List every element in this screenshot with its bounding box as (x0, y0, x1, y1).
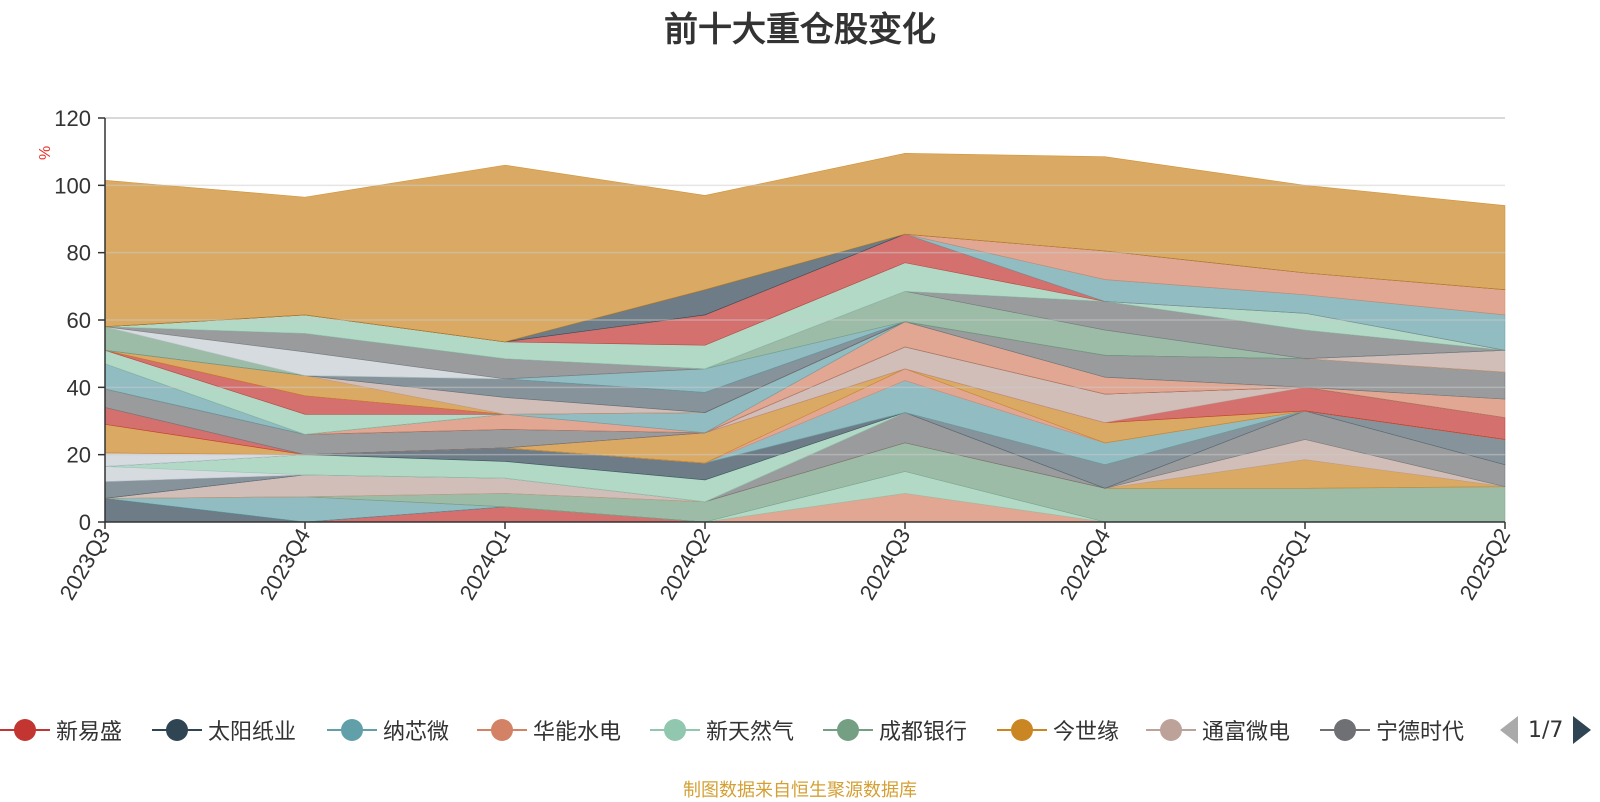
y-axis-label: % (37, 146, 54, 160)
x-tick-label: 2024Q2 (655, 524, 716, 604)
legend-marker-icon (477, 712, 527, 748)
x-tick-label: 2025Q1 (1255, 524, 1316, 604)
legend-label: 太阳纸业 (208, 720, 297, 745)
y-tick-label: 0 (79, 510, 91, 535)
legend-marker-icon (823, 712, 873, 748)
triangle-right-icon[interactable] (1573, 716, 1592, 744)
legend-marker-icon (1320, 712, 1370, 748)
legend-label: 宁德时代 (1376, 720, 1465, 745)
legend-marker-icon (152, 712, 202, 748)
legend-label: 华能水电 (533, 720, 622, 745)
area-series (104, 153, 1506, 523)
x-tick-label: 2024Q1 (455, 524, 516, 604)
y-tick-label: 20 (67, 443, 91, 468)
legend-label: 纳芯微 (383, 720, 450, 745)
legend-label: 新天然气 (706, 720, 795, 745)
legend-marker-icon (1146, 712, 1196, 748)
legend-item[interactable]: 太阳纸业 (152, 712, 296, 748)
legend-item[interactable]: 通富微电 (1146, 712, 1290, 748)
source-note: 制图数据来自恒生聚源数据库 (683, 780, 917, 801)
y-tick-label: 100 (54, 173, 91, 198)
legend-pager: 1/7 (1500, 712, 1600, 748)
legend-item[interactable]: 新天然气 (650, 712, 794, 748)
triangle-left-icon[interactable] (1500, 716, 1518, 744)
legend-marker-icon (997, 712, 1047, 748)
legend-marker-icon (327, 712, 377, 748)
y-tick-label: 40 (67, 375, 91, 400)
x-tick-label: 2024Q3 (855, 524, 916, 604)
legend-item[interactable]: 新易盛 (0, 712, 122, 748)
legend-label: 通富微电 (1202, 720, 1291, 745)
legend-label: 成都银行 (879, 720, 968, 745)
legend-marker-icon (0, 712, 50, 748)
legend-item[interactable]: 成都银行 (823, 712, 967, 748)
grid-lines (105, 117, 1505, 456)
y-tick-label: 120 (54, 106, 91, 131)
y-tick-label: 80 (67, 241, 91, 266)
legend-label: 今世缘 (1053, 720, 1120, 745)
x-tick-label: 2025Q2 (1455, 524, 1516, 604)
x-tick-label: 2024Q4 (1055, 524, 1116, 604)
legend-page-indicator: 1/7 (1528, 717, 1564, 743)
x-tick-label: 2023Q3 (55, 524, 116, 604)
legend-item[interactable]: 今世缘 (997, 712, 1119, 748)
legend-marker-icon (650, 712, 700, 748)
legend-item[interactable]: 华能水电 (477, 712, 621, 748)
area-chart: 0 20 40 60 80 100 120 2023Q3 2023Q4 2024Q1 2024Q2 2… (37, 106, 1516, 604)
legend-label: 新易盛 (56, 720, 123, 745)
legend-item[interactable]: 宁德时代 (1320, 712, 1500, 748)
legend: 新易盛 太阳纸业 纳芯微 华能水电 新天然气 成都银行 今世缘 通富微电 宁德时代 (0, 712, 1600, 748)
y-tick-label: 60 (67, 308, 91, 333)
chart-title: 前十大重仓股变化 (664, 10, 936, 50)
x-tick-label: 2023Q4 (255, 524, 316, 604)
legend-item[interactable]: 纳芯微 (327, 712, 449, 748)
